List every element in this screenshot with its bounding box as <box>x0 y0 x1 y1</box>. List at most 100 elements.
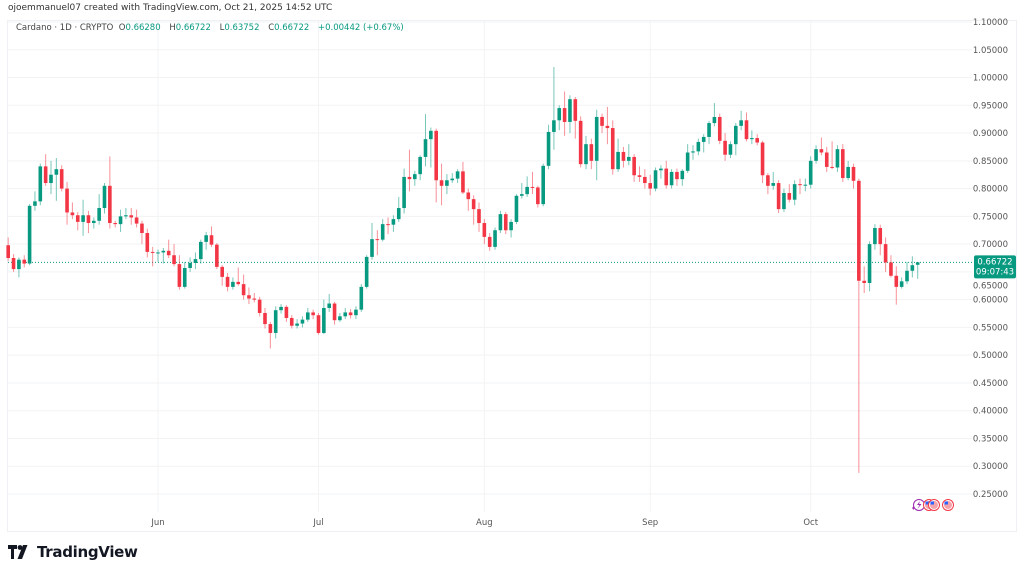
candle <box>306 307 310 322</box>
candle <box>643 169 647 189</box>
candle-body <box>92 220 96 224</box>
candle <box>17 257 21 278</box>
candle-body <box>134 217 139 224</box>
candle <box>637 166 642 182</box>
candle-body <box>771 183 776 186</box>
candle-body <box>536 187 540 205</box>
candle-body <box>225 276 230 287</box>
candle <box>873 224 877 250</box>
candle-body <box>6 245 10 259</box>
candle <box>707 120 711 145</box>
candle-body <box>370 239 374 257</box>
candle <box>616 138 620 172</box>
candle-body <box>359 286 364 310</box>
candle-body <box>691 151 695 153</box>
candle-body <box>273 310 278 333</box>
crypto-event-icon[interactable] <box>912 499 925 511</box>
price-tick-label: 0.30000 <box>973 462 1008 472</box>
candle-body <box>498 214 503 231</box>
candle-body <box>915 262 920 265</box>
candle-body <box>648 183 652 189</box>
candle-body <box>552 120 556 132</box>
candle-body <box>402 176 406 209</box>
candle <box>712 103 717 127</box>
candle-body <box>338 316 342 321</box>
candle <box>627 144 631 166</box>
candle <box>776 180 781 214</box>
candle <box>161 248 166 264</box>
candle-body <box>306 312 310 320</box>
candle-body <box>723 140 727 155</box>
candle-body <box>905 270 909 282</box>
candle-body <box>487 236 492 247</box>
candle <box>204 231 208 250</box>
candle-body <box>145 233 150 252</box>
candle-body <box>637 175 642 177</box>
candle <box>75 211 80 231</box>
candle <box>311 309 315 320</box>
candle-body <box>407 176 412 180</box>
open-label: O <box>118 23 126 33</box>
candle <box>552 66 556 150</box>
tradingview-logo[interactable]: TradingView <box>8 543 138 561</box>
candle-body <box>354 309 358 316</box>
candle <box>584 135 588 170</box>
candle <box>188 257 192 272</box>
candle-body <box>343 312 348 317</box>
high-value: 0.66722 <box>175 23 211 33</box>
candle <box>33 191 37 211</box>
candle-body <box>482 223 487 237</box>
candle <box>354 306 358 320</box>
candle <box>760 140 765 184</box>
candle <box>696 138 701 156</box>
candle-body <box>851 166 856 181</box>
candle <box>257 296 262 317</box>
candle <box>225 272 230 292</box>
candle <box>685 144 690 174</box>
candle <box>413 170 417 186</box>
us-flag-event-icon[interactable] <box>928 499 940 511</box>
candle-body <box>445 180 449 186</box>
candle-body <box>610 128 615 170</box>
candle <box>215 243 219 270</box>
candle <box>680 169 685 186</box>
candle <box>49 160 53 195</box>
candle <box>236 267 241 286</box>
time-tick-label: Oct <box>803 518 818 528</box>
candle-body <box>199 241 203 260</box>
candle-body <box>129 215 134 218</box>
candle-body <box>172 255 176 265</box>
candle <box>429 127 433 168</box>
candle-body <box>573 99 578 121</box>
candle-body <box>413 174 417 180</box>
us-flag-event-icon[interactable] <box>942 499 954 511</box>
symbol-title[interactable]: Cardano · 1D · CRYPTO <box>16 23 114 33</box>
candle <box>819 137 824 156</box>
candle-body <box>841 149 845 179</box>
candle <box>268 321 273 349</box>
candle-body <box>439 180 444 186</box>
candle-body <box>664 168 669 186</box>
price-tick-label: 0.50000 <box>973 351 1008 361</box>
candle <box>108 156 112 229</box>
candle <box>338 312 342 322</box>
candle <box>808 156 813 189</box>
chart-credit: ojoemmanuel07 created with TradingView.c… <box>8 3 333 13</box>
candle-body <box>289 317 294 326</box>
candles <box>6 66 920 473</box>
candle <box>846 160 850 181</box>
candle-body <box>568 99 572 122</box>
candle-body <box>739 120 743 126</box>
candle-body <box>380 224 385 240</box>
candle-body <box>11 258 16 270</box>
candle <box>910 256 915 278</box>
candle <box>220 265 224 286</box>
candle-body <box>541 165 545 205</box>
candle-body <box>322 307 326 333</box>
candle-body <box>878 228 883 245</box>
candle <box>343 307 348 320</box>
price-tick-label: 1.00000 <box>973 74 1008 84</box>
chart-frame <box>7 20 1017 532</box>
candle <box>209 226 214 247</box>
